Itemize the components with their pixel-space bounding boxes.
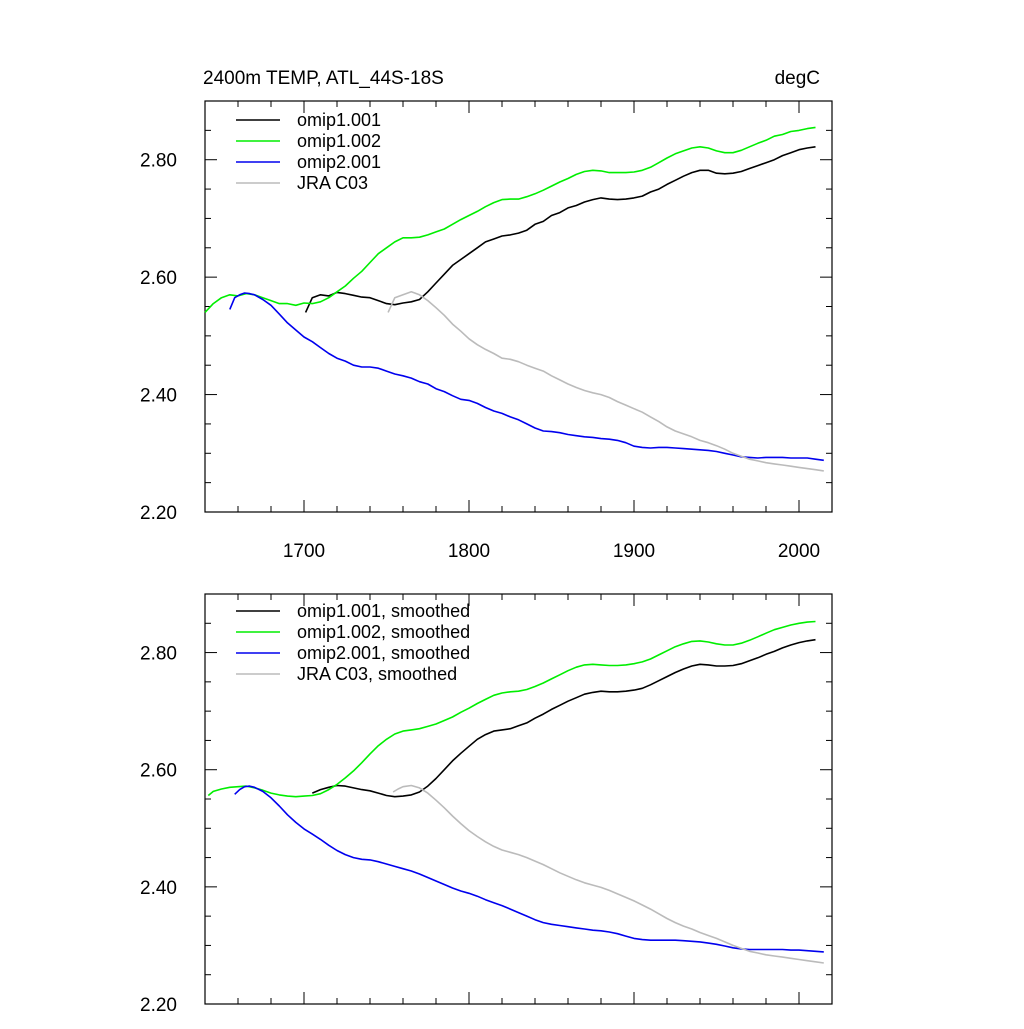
series-line-omip2-001 bbox=[229, 292, 824, 462]
legend-label: JRA C03 bbox=[297, 173, 368, 193]
y-tick-label: 2.80 bbox=[140, 644, 177, 665]
top-panel: 1700 1800 1900 2000 2.20 2.40 2.60 2.80 omip1.00… bbox=[140, 100, 833, 562]
y-tick-label: 2.20 bbox=[140, 995, 177, 1016]
series-line-omip1-002-smoothed bbox=[207, 620, 816, 798]
y-tick-label: 2.40 bbox=[140, 386, 177, 407]
legend-label: omip1.001, smoothed bbox=[297, 601, 470, 621]
x-tick-label: 1800 bbox=[448, 541, 490, 562]
legend-label: JRA C03, smoothed bbox=[297, 664, 457, 684]
y-tick-label: 2.60 bbox=[140, 761, 177, 782]
y-tick-label: 2.20 bbox=[140, 503, 177, 524]
series-line-omip1-002 bbox=[204, 126, 816, 313]
x-tick-label: 2000 bbox=[778, 541, 820, 562]
x-tick-label: 1700 bbox=[283, 541, 325, 562]
series-line-omip1-001-smoothed bbox=[311, 638, 816, 798]
series-line-omip2-001-smoothed bbox=[234, 785, 824, 953]
y-tick-label: 2.40 bbox=[140, 878, 177, 899]
series-line-jra-c03-smoothed bbox=[392, 784, 824, 964]
y-tick-label: 2.80 bbox=[140, 151, 177, 172]
chart-title: 2400m TEMP, ATL_44S-18S bbox=[203, 68, 444, 89]
legend-label: omip1.002 bbox=[297, 131, 381, 151]
legend-label: omip1.002, smoothed bbox=[297, 622, 470, 642]
legend-label: omip2.001, smoothed bbox=[297, 643, 470, 663]
legend-label: omip1.001 bbox=[297, 110, 381, 130]
y-tick-label: 2.60 bbox=[140, 268, 177, 289]
legend-label: omip2.001 bbox=[297, 152, 381, 172]
x-tick-label: 1900 bbox=[613, 541, 655, 562]
units-label: degC bbox=[775, 68, 820, 89]
series-line-omip1-001 bbox=[304, 146, 816, 313]
series-line-jra-c03 bbox=[387, 291, 824, 472]
bottom-panel: 2.20 2.40 2.60 2.80 omip1.001, smoothedomip1… bbox=[140, 593, 833, 1016]
